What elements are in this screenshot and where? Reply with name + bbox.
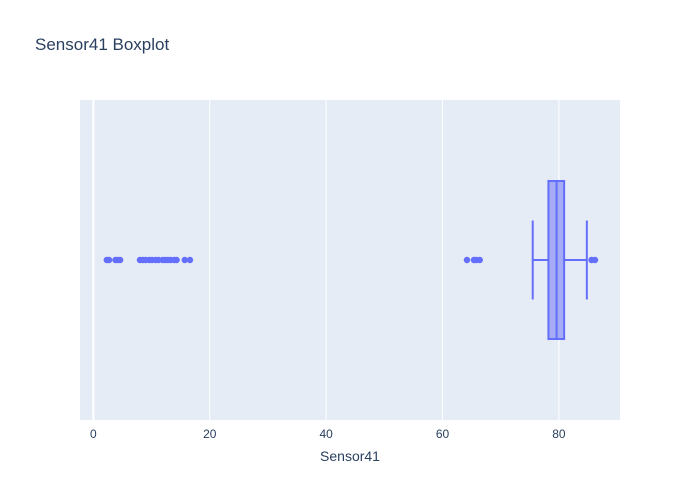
x-axis-ticks: 0 20 40 60 80	[90, 427, 566, 441]
outlier-point	[186, 256, 194, 264]
outlier-point	[116, 256, 124, 264]
outlier-point	[476, 256, 483, 264]
chart-title: Sensor41 Boxplot	[35, 35, 169, 54]
x-tick-label: 40	[319, 427, 333, 441]
x-tick-label: 80	[552, 427, 566, 441]
x-tick-label: 20	[203, 427, 217, 441]
outlier-point	[463, 256, 471, 264]
outlier-point	[181, 256, 188, 264]
x-tick-label: 60	[436, 427, 450, 441]
outlier-points	[103, 256, 599, 264]
x-tick-label: 0	[90, 427, 97, 441]
box-trace	[531, 180, 588, 340]
outlier-point	[591, 256, 599, 264]
outlier-point	[173, 256, 180, 264]
x-axis-title: Sensor41	[320, 448, 380, 464]
outlier-point	[105, 256, 113, 264]
grid-lines	[92, 100, 560, 420]
